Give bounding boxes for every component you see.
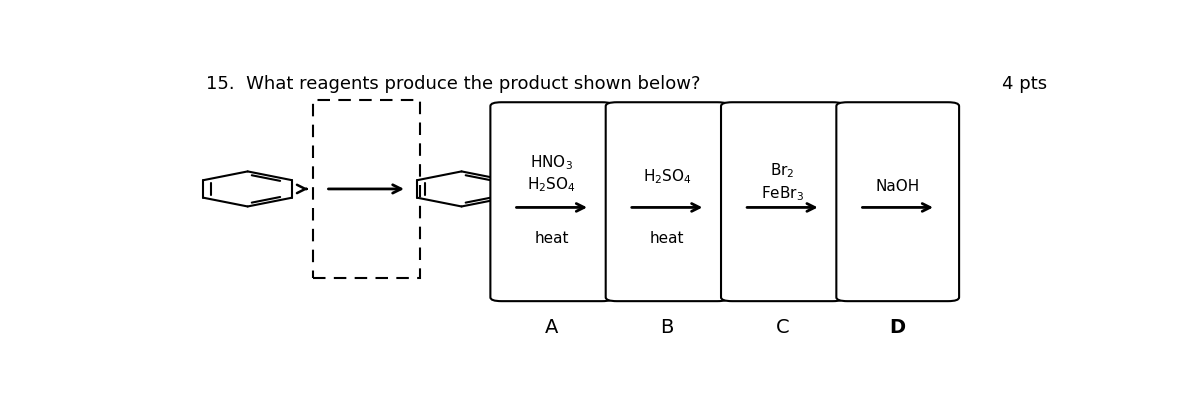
- Text: D: D: [889, 317, 906, 336]
- Text: 4 pts: 4 pts: [1002, 75, 1048, 93]
- FancyBboxPatch shape: [606, 103, 728, 301]
- Text: heat: heat: [534, 230, 569, 246]
- Text: NaOH: NaOH: [876, 178, 920, 193]
- Text: A: A: [545, 317, 558, 336]
- Text: heat: heat: [650, 230, 684, 246]
- Text: HNO$_3$: HNO$_3$: [530, 152, 574, 171]
- Text: SO$_3$H: SO$_3$H: [517, 174, 558, 192]
- Text: B: B: [660, 317, 673, 336]
- FancyBboxPatch shape: [721, 103, 844, 301]
- Text: H$_2$SO$_4$: H$_2$SO$_4$: [527, 175, 576, 193]
- Text: Br$_2$: Br$_2$: [770, 160, 794, 179]
- FancyBboxPatch shape: [491, 103, 613, 301]
- Text: FeBr$_3$: FeBr$_3$: [761, 184, 804, 203]
- FancyBboxPatch shape: [836, 103, 959, 301]
- Text: C: C: [775, 317, 790, 336]
- Text: H$_2$SO$_4$: H$_2$SO$_4$: [643, 167, 691, 185]
- Text: 15.  What reagents produce the product shown below?: 15. What reagents produce the product sh…: [206, 75, 701, 93]
